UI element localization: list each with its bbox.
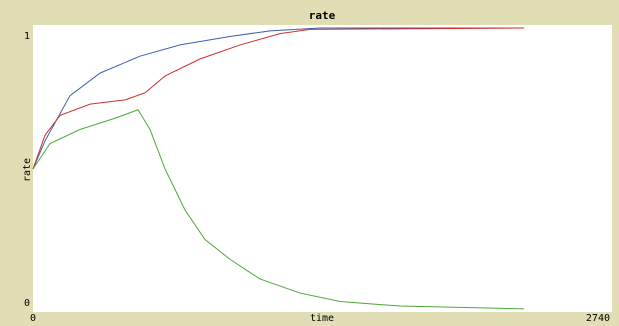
y-axis-label: rate bbox=[22, 158, 33, 182]
series-line bbox=[32, 109, 525, 310]
chart-title: rate bbox=[309, 9, 336, 22]
y-tick-label: 1 bbox=[24, 31, 30, 42]
y-tick-label: 0 bbox=[24, 298, 30, 309]
x-tick-label: 0 bbox=[30, 313, 36, 324]
series-line bbox=[32, 27, 525, 170]
plot-area bbox=[33, 25, 612, 312]
x-tick-label: 2740 bbox=[586, 313, 610, 324]
x-axis-label: time bbox=[310, 313, 334, 324]
